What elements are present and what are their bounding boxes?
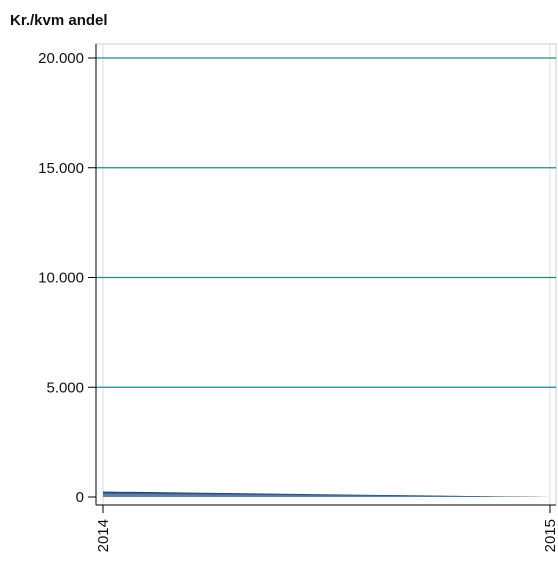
y-tick-label: 15.000 xyxy=(38,160,84,177)
x-axis: 2014 2015 xyxy=(95,504,558,552)
y-tick-label: 20.000 xyxy=(38,50,84,67)
x-tick-label: 2015 xyxy=(542,519,558,552)
chart-title: Kr./kvm andel xyxy=(10,12,108,29)
gridlines xyxy=(96,57,556,388)
y-tick-label: 0 xyxy=(76,489,84,506)
y-tick-label: 5.000 xyxy=(46,379,84,396)
plot-frame xyxy=(95,43,557,506)
y-tick-label: 10.000 xyxy=(38,270,84,287)
x-tick-label: 2014 xyxy=(95,519,112,552)
plot-border xyxy=(95,43,557,506)
area-series-2 xyxy=(103,493,550,497)
area-series xyxy=(103,491,550,497)
y-axis: 0 5.000 10.000 15.000 20.000 xyxy=(38,44,97,506)
